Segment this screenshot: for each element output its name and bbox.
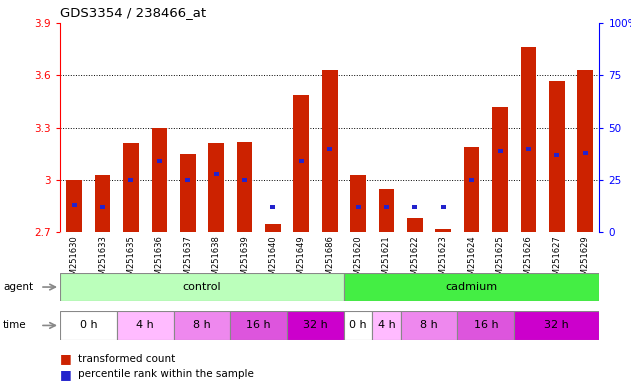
Text: 0 h: 0 h — [350, 320, 367, 331]
Bar — [350, 175, 366, 232]
Text: GSM251686: GSM251686 — [325, 235, 334, 286]
Bar — [355, 205, 361, 209]
Text: GSM251622: GSM251622 — [410, 235, 420, 286]
Bar — [128, 178, 134, 182]
Text: 4 h: 4 h — [377, 320, 396, 331]
Bar — [156, 159, 162, 163]
Text: 32 h: 32 h — [545, 320, 569, 331]
Bar — [372, 311, 401, 340]
Bar — [384, 205, 389, 209]
Text: 16 h: 16 h — [246, 320, 271, 331]
Text: GSM251630: GSM251630 — [69, 235, 79, 286]
Bar — [298, 159, 304, 163]
Text: time: time — [3, 320, 27, 331]
Text: GSM251621: GSM251621 — [382, 235, 391, 286]
Text: GSM251649: GSM251649 — [297, 235, 306, 286]
Text: GSM251624: GSM251624 — [467, 235, 476, 286]
Bar — [95, 175, 110, 232]
Bar — [464, 147, 480, 232]
Bar — [180, 154, 196, 232]
Bar — [237, 142, 252, 232]
Bar — [100, 205, 105, 209]
Bar — [213, 172, 219, 175]
Text: 16 h: 16 h — [473, 320, 498, 331]
Bar — [344, 311, 372, 340]
Text: GSM251625: GSM251625 — [495, 235, 505, 286]
Bar — [521, 48, 536, 232]
Bar — [412, 205, 418, 209]
Bar — [71, 203, 77, 207]
Text: ■: ■ — [60, 368, 72, 381]
Bar — [151, 127, 167, 232]
Text: GSM251635: GSM251635 — [126, 235, 136, 286]
Text: agent: agent — [3, 282, 33, 292]
Bar — [270, 205, 276, 209]
Bar — [60, 311, 117, 340]
Text: cadmium: cadmium — [445, 282, 498, 292]
Bar — [407, 218, 423, 232]
Bar — [582, 151, 588, 155]
Bar — [293, 94, 309, 232]
Bar — [66, 180, 82, 232]
Bar — [287, 311, 344, 340]
Text: GSM251639: GSM251639 — [240, 235, 249, 286]
Bar — [549, 81, 565, 232]
Bar — [497, 149, 503, 152]
Text: GDS3354 / 238466_at: GDS3354 / 238466_at — [60, 6, 206, 19]
Bar — [554, 153, 560, 157]
Bar — [242, 178, 247, 182]
Bar — [117, 311, 174, 340]
Bar — [457, 311, 514, 340]
Text: GSM251636: GSM251636 — [155, 235, 164, 286]
Text: percentile rank within the sample: percentile rank within the sample — [78, 369, 254, 379]
Bar — [123, 143, 139, 232]
Bar — [327, 147, 333, 151]
Bar — [174, 311, 230, 340]
Bar — [401, 311, 457, 340]
Text: GSM251640: GSM251640 — [268, 235, 278, 286]
Bar — [469, 178, 475, 182]
Text: GSM251623: GSM251623 — [439, 235, 448, 286]
Text: GSM251629: GSM251629 — [581, 235, 590, 286]
Text: GSM251633: GSM251633 — [98, 235, 107, 286]
Text: control: control — [182, 282, 221, 292]
Text: 32 h: 32 h — [303, 320, 328, 331]
Bar — [230, 311, 287, 340]
Text: GSM251626: GSM251626 — [524, 235, 533, 286]
Bar — [344, 273, 599, 301]
Text: 4 h: 4 h — [136, 320, 154, 331]
Bar — [60, 273, 344, 301]
Text: ■: ■ — [60, 353, 72, 366]
Bar — [379, 189, 394, 232]
Bar — [208, 143, 224, 232]
Text: GSM251627: GSM251627 — [552, 235, 562, 286]
Bar — [322, 70, 338, 232]
Text: transformed count: transformed count — [78, 354, 175, 364]
Bar — [526, 147, 531, 151]
Bar — [514, 311, 599, 340]
Text: 8 h: 8 h — [420, 320, 438, 331]
Text: 0 h: 0 h — [80, 320, 97, 331]
Text: GSM251638: GSM251638 — [211, 235, 221, 286]
Bar — [435, 229, 451, 232]
Text: 8 h: 8 h — [193, 320, 211, 331]
Bar — [577, 70, 593, 232]
Text: GSM251637: GSM251637 — [183, 235, 192, 286]
Bar — [185, 178, 191, 182]
Bar — [492, 107, 508, 232]
Text: GSM251620: GSM251620 — [353, 235, 363, 286]
Bar — [440, 205, 446, 209]
Bar — [265, 223, 281, 232]
